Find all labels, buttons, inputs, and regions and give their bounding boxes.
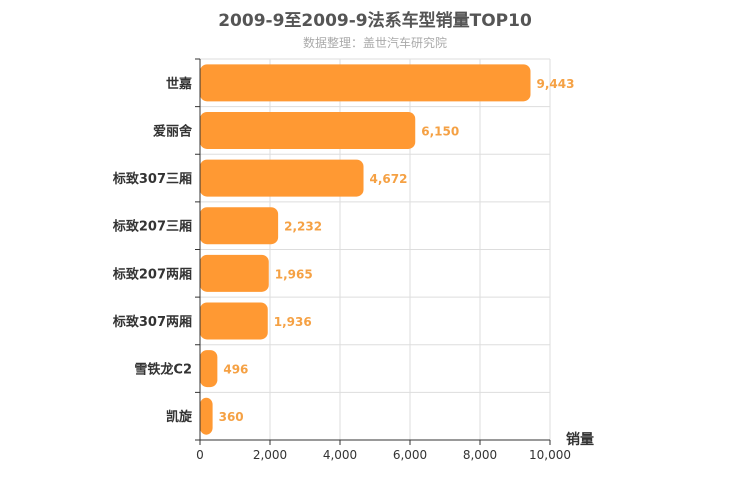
bar	[200, 207, 279, 245]
x-tick-label: 6,000	[393, 448, 427, 462]
category-label: 世嘉	[166, 76, 192, 92]
category-label: 标致207两厢	[112, 266, 192, 282]
bar	[200, 302, 268, 340]
bar	[200, 159, 364, 197]
category-label: 爱丽舍	[153, 123, 193, 139]
bar	[200, 350, 218, 388]
value-label: 6,150	[421, 124, 459, 138]
value-label: 1,936	[274, 315, 312, 329]
x-tick-label: 4,000	[323, 448, 357, 462]
category-label: 雪铁龙C2	[134, 362, 192, 378]
category-label: 标致307两厢	[112, 314, 192, 330]
value-label: 4,672	[370, 172, 408, 186]
bar	[200, 64, 531, 102]
category-label: 凯旋	[166, 409, 193, 425]
bar	[200, 111, 416, 149]
chart-title: 2009-9至2009-9法系车型销量TOP10	[218, 11, 532, 31]
chart-subtitle: 数据整理：盖世汽车研究院	[302, 36, 447, 50]
bars	[200, 64, 531, 435]
bar	[200, 254, 269, 292]
category-label: 标致307三厢	[112, 171, 192, 187]
value-label: 2,232	[284, 220, 322, 234]
x-tick-label: 8,000	[463, 448, 497, 462]
x-tick-label: 2,000	[253, 448, 287, 462]
x-tick-label: 0	[196, 448, 204, 462]
category-label: 标致207三厢	[112, 219, 192, 235]
axes: 世嘉 9,443 爱丽舍 6,150 标致307三厢 4,672 标致207三厢 2,232 标…	[112, 58, 594, 462]
value-label: 360	[219, 410, 244, 424]
value-label: 9,443	[537, 77, 575, 91]
bar	[200, 397, 213, 435]
value-label: 1,965	[275, 267, 313, 281]
value-label: 496	[223, 363, 248, 377]
x-axis-name: 销量	[566, 431, 594, 448]
x-tick-label: 10,000	[529, 448, 571, 462]
